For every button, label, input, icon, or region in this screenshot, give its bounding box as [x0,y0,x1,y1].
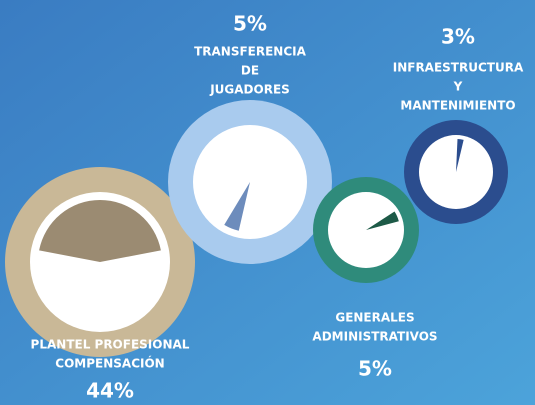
wedge [224,182,250,231]
value-label: 5% [358,357,392,381]
wedge [456,139,464,172]
wedge [39,200,161,262]
wedge [366,211,399,230]
category-label: Y [453,80,463,94]
category-label: PLANTEL PROFESIONAL [31,338,190,352]
category-label: DE [241,64,259,78]
category-label: MANTENIMIENTO [400,99,515,113]
category-label: COMPENSACIÓN [55,356,164,371]
value-label: 3% [441,25,475,49]
category-label: GENERALES [335,311,414,325]
category-label: TRANSFERENCIA [194,45,307,59]
value-label: 44% [86,379,134,403]
category-label: JUGADORES [209,83,290,97]
category-label: INFRAESTRUCTURA [393,61,524,75]
value-label: 5% [233,12,267,36]
category-label: ADMINISTRATIVOS [312,330,437,344]
